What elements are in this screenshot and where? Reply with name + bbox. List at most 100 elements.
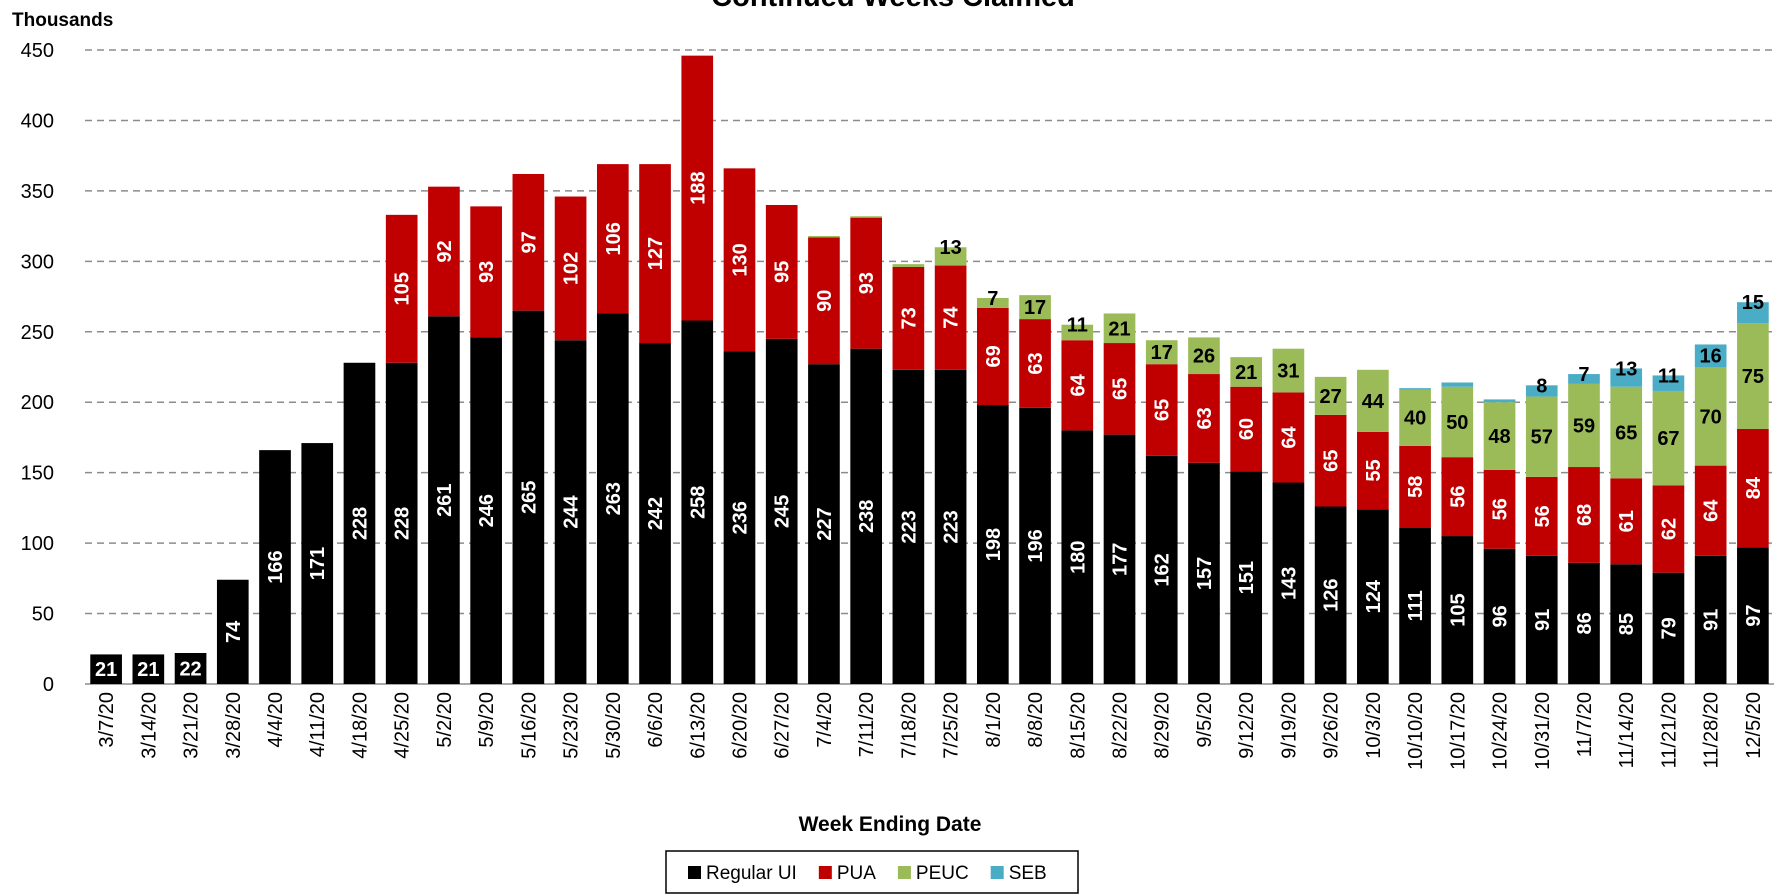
bar-segment bbox=[1230, 357, 1263, 387]
data-label: 151 bbox=[1236, 561, 1258, 594]
y-tick-label: 200 bbox=[21, 392, 54, 414]
data-label: 126 bbox=[1321, 579, 1343, 612]
data-label: 97 bbox=[518, 231, 540, 253]
data-label: 79 bbox=[1658, 617, 1680, 639]
data-label: 95 bbox=[772, 261, 794, 283]
data-label: 258 bbox=[687, 486, 709, 519]
data-label: 105 bbox=[392, 272, 414, 305]
x-tick-label: 8/8/20 bbox=[1025, 692, 1047, 748]
bar-segment bbox=[639, 343, 671, 684]
data-label: 60 bbox=[1236, 418, 1258, 440]
x-tick-label: 7/11/20 bbox=[856, 692, 878, 757]
data-label: 58 bbox=[1405, 476, 1427, 498]
bar-segment bbox=[1314, 414, 1347, 507]
bar-segment bbox=[934, 369, 967, 684]
bar-segment bbox=[1441, 386, 1474, 458]
bar-segment bbox=[977, 307, 1009, 406]
bar-segment bbox=[1483, 469, 1516, 549]
data-label: 56 bbox=[1490, 498, 1512, 520]
data-label: 245 bbox=[772, 495, 794, 528]
bar-segment bbox=[639, 164, 671, 344]
x-tick-label: 11/21/20 bbox=[1658, 692, 1680, 768]
bar-segment bbox=[1525, 396, 1558, 477]
data-label: 11 bbox=[1658, 365, 1679, 387]
data-label: 63 bbox=[1194, 407, 1216, 429]
x-tick-label: 12/5/20 bbox=[1743, 692, 1765, 759]
bar-segment bbox=[1061, 430, 1094, 684]
x-tick-label: 5/16/20 bbox=[518, 692, 540, 759]
bar-segment bbox=[1652, 375, 1685, 391]
data-label: 96 bbox=[1490, 605, 1512, 627]
bar-segment bbox=[1230, 386, 1263, 472]
bar-segment bbox=[343, 362, 376, 684]
bar-segment bbox=[301, 443, 334, 684]
data-label: 56 bbox=[1532, 505, 1554, 527]
data-label: 65 bbox=[1615, 423, 1637, 445]
data-label: 44 bbox=[1362, 391, 1385, 413]
data-label: 127 bbox=[645, 237, 667, 270]
bar-segment bbox=[765, 338, 798, 684]
bar-segment bbox=[977, 405, 1009, 684]
data-label: 93 bbox=[476, 261, 498, 283]
data-label: 17 bbox=[1151, 342, 1173, 364]
x-tick-label: 10/17/20 bbox=[1447, 692, 1469, 770]
data-label: 177 bbox=[1110, 543, 1132, 576]
data-label: 242 bbox=[645, 497, 667, 530]
bar-segment bbox=[1694, 367, 1727, 466]
data-label: 91 bbox=[1701, 609, 1723, 631]
x-tick-label: 5/30/20 bbox=[603, 692, 625, 759]
bar-segment bbox=[1399, 445, 1431, 528]
x-axis-label: Week Ending Date bbox=[799, 813, 982, 836]
bar-segment bbox=[1694, 555, 1727, 684]
legend-label: SEB bbox=[1009, 863, 1047, 884]
x-tick-label: 8/1/20 bbox=[983, 692, 1005, 748]
data-label: 180 bbox=[1067, 541, 1089, 574]
bar-segment bbox=[1610, 478, 1643, 565]
legend-swatch bbox=[897, 866, 911, 879]
bar-segment bbox=[1145, 340, 1178, 365]
data-label: 157 bbox=[1194, 557, 1216, 590]
bar-segment bbox=[1357, 509, 1389, 684]
bar-segment bbox=[1483, 548, 1516, 684]
bar-segment bbox=[808, 364, 840, 684]
bar-segment bbox=[1652, 485, 1685, 573]
data-label: 111 bbox=[1405, 590, 1427, 621]
bar-segment bbox=[681, 55, 714, 321]
bar-segment bbox=[1272, 392, 1305, 483]
x-tick-label: 5/23/20 bbox=[561, 692, 583, 759]
legend-label: Regular UI bbox=[706, 863, 797, 884]
x-tick-label: 8/22/20 bbox=[1110, 692, 1132, 759]
bar-segment bbox=[1019, 319, 1051, 408]
data-label: 26 bbox=[1193, 346, 1215, 368]
y-tick-label: 350 bbox=[21, 181, 54, 203]
data-label: 40 bbox=[1404, 408, 1426, 430]
data-label: 11 bbox=[1067, 315, 1088, 337]
bar-segment bbox=[428, 186, 460, 317]
bar-segment bbox=[934, 247, 967, 266]
data-label: 196 bbox=[1025, 529, 1047, 562]
bar-segment bbox=[723, 351, 756, 684]
legend-swatch bbox=[818, 866, 832, 879]
data-label: 27 bbox=[1320, 386, 1342, 408]
data-label: 62 bbox=[1658, 518, 1680, 540]
bar-segment bbox=[1737, 302, 1769, 324]
data-label: 91 bbox=[1532, 609, 1554, 631]
bar-segment bbox=[1652, 390, 1685, 486]
data-label: 223 bbox=[941, 510, 963, 543]
bar-segment bbox=[1441, 382, 1474, 387]
data-label: 246 bbox=[476, 494, 498, 527]
data-label: 21 bbox=[1235, 362, 1257, 384]
x-tick-label: 5/2/20 bbox=[434, 692, 456, 748]
x-tick-label: 4/18/20 bbox=[349, 692, 371, 759]
data-label: 198 bbox=[983, 528, 1005, 561]
data-label: 56 bbox=[1447, 485, 1469, 507]
data-label: 50 bbox=[1446, 412, 1468, 434]
bar-segment bbox=[1525, 476, 1558, 556]
data-label: 17 bbox=[1024, 297, 1046, 319]
data-label: 265 bbox=[518, 481, 540, 514]
x-tick-label: 10/3/20 bbox=[1363, 692, 1385, 759]
bar-segment bbox=[1610, 368, 1643, 387]
bar-segment bbox=[1188, 374, 1220, 463]
data-label: 162 bbox=[1152, 553, 1174, 586]
bar-segment bbox=[850, 217, 882, 349]
